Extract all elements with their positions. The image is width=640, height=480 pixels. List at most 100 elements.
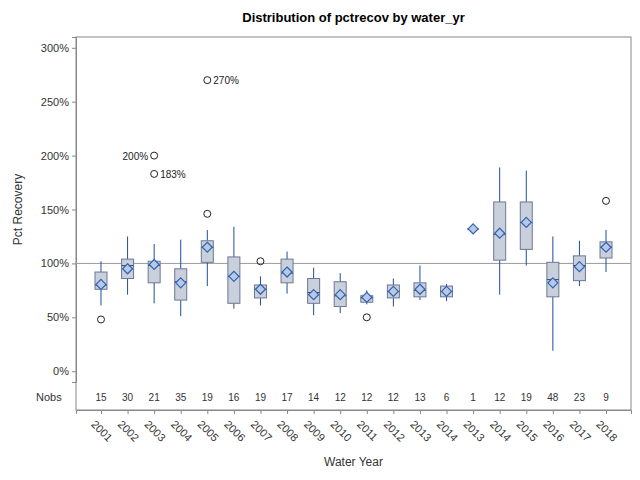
x-tick-label: 2008 — [275, 418, 301, 444]
x-tick-label: 2005 — [195, 418, 221, 444]
x-tick: 2016 — [541, 410, 567, 444]
upper-whisker — [499, 167, 500, 202]
box-group — [387, 279, 399, 307]
x-tick: 2017 — [568, 410, 594, 444]
y-tick-label: 200% — [41, 150, 69, 162]
x-tick-label: 2009 — [302, 418, 328, 444]
nobs-value: 14 — [308, 392, 320, 403]
nobs-value: 19 — [255, 392, 267, 403]
mean-marker — [388, 286, 398, 296]
lower-whisker — [313, 303, 314, 315]
upper-whisker — [313, 268, 314, 279]
y-tick: 150% — [41, 204, 76, 216]
nobs-value: 13 — [414, 392, 426, 403]
lower-whisker — [340, 307, 341, 313]
outlier-label: 183% — [160, 169, 186, 180]
upper-whisker — [287, 252, 288, 260]
mean-marker — [521, 217, 531, 227]
upper-whisker — [393, 279, 394, 285]
lower-whisker — [154, 283, 155, 303]
x-tick: 2008 — [275, 410, 301, 444]
upper-whisker — [579, 241, 580, 256]
y-tick: 300% — [41, 42, 76, 54]
mean-marker — [442, 286, 452, 296]
lower-whisker — [100, 289, 101, 305]
x-tick: 2005 — [195, 410, 221, 444]
y-tick-mark — [72, 102, 76, 103]
lower-whisker — [207, 262, 208, 286]
mean-marker — [601, 242, 611, 252]
upper-whisker — [526, 171, 527, 202]
x-tick: 2015 — [514, 410, 540, 444]
upper-whisker — [100, 261, 101, 272]
x-tick-label: 2007 — [249, 418, 275, 444]
nobs-value: 16 — [228, 392, 240, 403]
mean-marker — [548, 278, 558, 288]
box-group — [600, 197, 612, 272]
nobs-value: 15 — [95, 392, 107, 403]
lower-whisker — [526, 249, 527, 265]
x-tick-label: 2017 — [568, 418, 594, 444]
y-tick-mark — [72, 210, 76, 211]
outlier — [204, 210, 211, 217]
x-tick-mark — [340, 410, 341, 414]
x-tick: 2013 — [408, 410, 434, 444]
y-tick: 200% — [41, 150, 76, 162]
x-tick-label: 2014 — [435, 418, 461, 444]
box — [201, 241, 213, 263]
x-tick: 2001 — [89, 410, 115, 444]
box-group — [281, 252, 293, 294]
mean-marker — [202, 242, 212, 252]
box-group — [228, 227, 240, 309]
box — [281, 259, 293, 283]
box-group — [414, 266, 426, 301]
outlier — [151, 170, 158, 177]
x-tick-mark — [101, 410, 102, 414]
x-axis: 2001200220032004200520062007200820092010… — [77, 410, 632, 444]
x-tick-mark — [287, 410, 288, 414]
x-tick: 2014 — [488, 410, 514, 444]
x-tick-mark — [473, 410, 474, 414]
nobs-value: 35 — [175, 392, 187, 403]
x-tick-mark — [579, 410, 580, 414]
box — [228, 257, 240, 303]
outlier — [257, 258, 264, 265]
mean-marker — [149, 259, 159, 269]
x-tick-label: 2003 — [142, 418, 168, 444]
box — [494, 202, 506, 260]
lower-whisker — [446, 297, 447, 301]
box-group — [148, 152, 160, 303]
box — [600, 242, 612, 258]
plot-area — [76, 77, 631, 351]
nobs-value: 12 — [361, 392, 373, 403]
chart: Distribution of pctrecov by water_yrPct … — [0, 0, 640, 480]
nobs-value: 30 — [122, 392, 134, 403]
upper-whisker — [606, 230, 607, 242]
box — [520, 202, 532, 249]
x-tick: 2014 — [435, 410, 461, 444]
box — [414, 283, 426, 297]
box-group — [95, 261, 107, 323]
x-tick-label: 2001 — [89, 418, 115, 444]
x-tick-label: 2014 — [488, 418, 514, 444]
upper-whisker — [419, 266, 420, 283]
mean-marker — [574, 262, 584, 272]
box — [308, 279, 320, 304]
x-tick-mark — [526, 410, 527, 414]
mean-marker — [176, 278, 186, 288]
x-tick-label: 2004 — [169, 418, 195, 444]
x-tick-label: 2010 — [328, 418, 354, 444]
x-tick-mark — [447, 410, 448, 414]
box-group — [520, 171, 532, 266]
upper-whisker — [233, 227, 234, 257]
x-tick-mark — [420, 410, 421, 414]
lower-whisker — [499, 260, 500, 295]
x-axis-line — [77, 411, 632, 415]
title: Distribution of pctrecov by water_yr — [242, 10, 465, 25]
box-group — [175, 240, 187, 317]
mean-marker — [96, 279, 106, 289]
x-tick: 2013 — [461, 410, 487, 444]
mean-marker — [362, 292, 372, 302]
x-tick: 2007 — [249, 410, 275, 444]
upper-whisker — [207, 230, 208, 241]
